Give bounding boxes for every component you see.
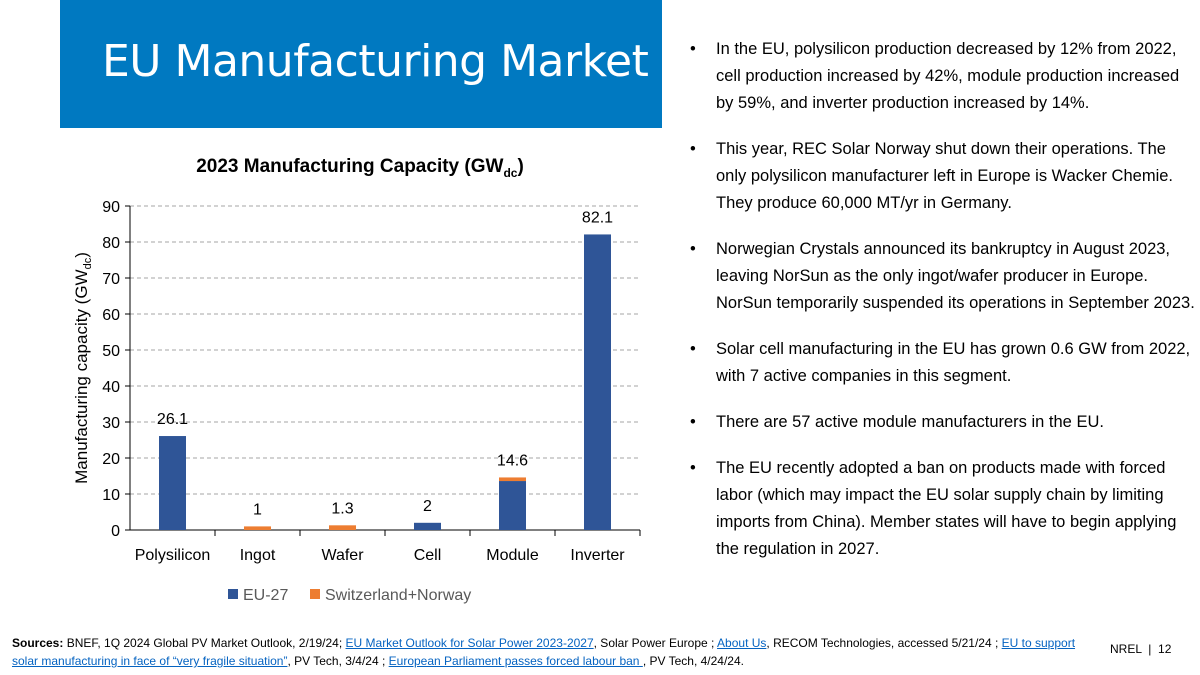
x-tick-label: Cell xyxy=(414,547,442,564)
bar-switzerland-norway xyxy=(499,477,526,482)
x-tick-label: Module xyxy=(486,547,539,564)
bar-eu-27 xyxy=(584,234,611,530)
y-axis-label: Manufacturing capacity (GWdc) xyxy=(72,252,94,484)
source-text: , RECOM Technologies, accessed 5/21/24 ; xyxy=(766,636,1002,650)
source-text: , Solar Power Europe ; xyxy=(593,636,718,650)
bullet-item: In the EU, polysilicon production decrea… xyxy=(690,36,1195,117)
legend-label: Switzerland+Norway xyxy=(325,587,471,604)
bar-eu-27 xyxy=(414,522,441,530)
x-tick-label: Inverter xyxy=(570,547,625,564)
bar-switzerland-norway xyxy=(329,525,356,530)
data-label: 26.1 xyxy=(157,411,188,428)
bullet-item: This year, REC Solar Norway shut down th… xyxy=(690,136,1195,217)
bullet-item: Norwegian Crystals announced its bankrup… xyxy=(690,236,1195,317)
legend-swatch xyxy=(310,589,320,599)
data-label: 1 xyxy=(253,501,262,518)
legend-label: EU-27 xyxy=(243,587,288,604)
page-number: NREL | 12 xyxy=(1110,642,1172,656)
sources-label: Sources: xyxy=(12,636,64,650)
source-text: , PV Tech, 3/4/24 ; xyxy=(287,654,389,668)
source-text: BNEF, 1Q 2024 Global PV Market Outlook, … xyxy=(63,636,346,650)
page-title: EU Manufacturing Market xyxy=(102,36,649,87)
y-tick-label: 90 xyxy=(102,199,120,216)
x-tick-label: Ingot xyxy=(240,547,276,564)
source-text: , PV Tech, 4/24/24. xyxy=(642,654,744,668)
source-link[interactable]: About Us xyxy=(717,636,767,650)
data-label: 1.3 xyxy=(331,500,353,517)
data-label: 82.1 xyxy=(582,209,613,226)
data-label: 2 xyxy=(423,498,432,515)
source-link[interactable]: EU Market Outlook for Solar Power 2023-2… xyxy=(345,636,594,650)
y-tick-label: 80 xyxy=(102,235,120,252)
bar-switzerland-norway xyxy=(244,526,271,530)
y-tick-label: 20 xyxy=(102,451,120,468)
sources-footer: Sources: BNEF, 1Q 2024 Global PV Market … xyxy=(12,634,1082,670)
bar-eu-27 xyxy=(159,436,186,530)
y-tick-label: 70 xyxy=(102,271,120,288)
chart-title: 2023 Manufacturing Capacity (GWdc) xyxy=(196,156,524,180)
bullet-item: The EU recently adopted a ban on product… xyxy=(690,455,1195,563)
x-tick-label: Wafer xyxy=(321,547,364,564)
x-tick-label: Polysilicon xyxy=(135,547,211,564)
y-tick-label: 50 xyxy=(102,343,120,360)
bullet-list: In the EU, polysilicon production decrea… xyxy=(690,36,1195,582)
y-tick-label: 0 xyxy=(111,523,120,540)
source-link[interactable]: EU to support solar manufacturing in fac… xyxy=(12,636,1076,668)
y-tick-label: 40 xyxy=(102,379,120,396)
y-tick-label: 10 xyxy=(102,487,120,504)
data-label: 14.6 xyxy=(497,452,528,469)
legend-swatch xyxy=(228,589,238,599)
y-tick-label: 30 xyxy=(102,415,120,432)
bar-eu-27 xyxy=(499,481,526,530)
bullet-item: There are 57 active module manufacturers… xyxy=(690,409,1195,436)
y-tick-label: 60 xyxy=(102,307,120,324)
bullet-item: Solar cell manufacturing in the EU has g… xyxy=(690,336,1195,390)
bar-chart: 2023 Manufacturing Capacity (GWdc) 0 10 20 3… xyxy=(72,156,641,604)
title-banner: EU Manufacturing Market xyxy=(60,0,662,128)
source-link[interactable]: European Parliament passes forced labour… xyxy=(388,654,643,668)
